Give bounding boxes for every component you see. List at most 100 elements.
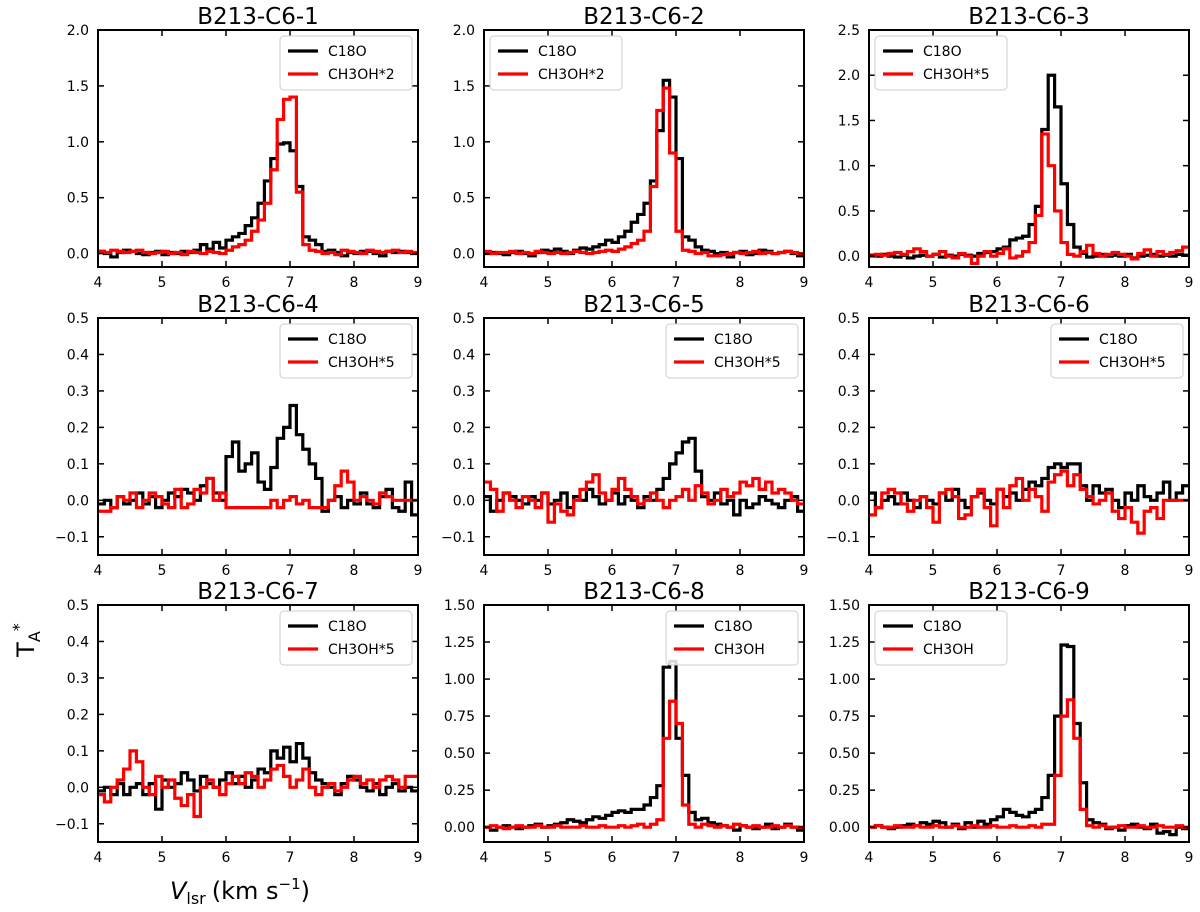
legend-label: CH3OH*5 xyxy=(923,67,990,83)
y-tick-label: 0.75 xyxy=(829,709,860,725)
y-tick-label: 0.5 xyxy=(453,191,475,207)
x-tick-label: 6 xyxy=(222,850,231,866)
y-tick-label: 0.2 xyxy=(67,707,89,723)
x-tick-label: 4 xyxy=(865,563,874,579)
x-tick-label: 9 xyxy=(414,275,423,291)
y-tick-label: 0.0 xyxy=(838,493,860,509)
x-tick-label: 6 xyxy=(993,850,1002,866)
y-tick-label: 0.3 xyxy=(67,671,89,687)
panel-3: B213-C6-3 4 5 6 7 8 9 0.0 0.5 1.0 1.5 2.0 2.5 C18O CH3… xyxy=(838,4,1194,291)
x-axis-label: Vlsr (km s−1) xyxy=(170,875,310,908)
x-tick-label: 7 xyxy=(1057,563,1066,579)
panel-6: B213-C6-6 4 5 6 7 8 9 −0.1 0.0 0.1 0.2 0.3 0.4 0.5 C18… xyxy=(826,292,1193,579)
x-axis-label-sub: lsr xyxy=(186,889,206,908)
plot-frame xyxy=(483,317,805,556)
x-tick-label: 7 xyxy=(286,563,295,579)
y-tick-label: 2.0 xyxy=(838,68,860,84)
legend-label: C18O xyxy=(328,44,367,60)
x-tick-label: 6 xyxy=(608,563,617,579)
legend-label: C18O xyxy=(538,44,577,60)
legend-label: C18O xyxy=(328,619,367,635)
x-tick-label: 9 xyxy=(414,563,423,579)
x-tick-label: 8 xyxy=(736,850,745,866)
x-tick-label: 8 xyxy=(1121,275,1130,291)
x-tick-label: 5 xyxy=(158,563,167,579)
x-tick-label: 4 xyxy=(480,850,489,866)
x-tick-label: 4 xyxy=(480,563,489,579)
x-tick-label: 8 xyxy=(736,275,745,291)
y-tick-label: 1.00 xyxy=(444,672,475,688)
y-tick-label: 0.25 xyxy=(829,783,860,799)
y-tick-label: 0.1 xyxy=(453,457,475,473)
legend-label: C18O xyxy=(1099,332,1138,348)
y-axis-label-sup: * xyxy=(9,623,28,631)
series-line-ch3oh-5 xyxy=(869,469,1189,535)
series-line-ch3oh-5 xyxy=(869,132,1189,265)
series-line-c18o xyxy=(98,141,418,259)
x-tick-label: 6 xyxy=(993,275,1002,291)
y-tick-label: 1.00 xyxy=(829,672,860,688)
y-tick-label: 0.4 xyxy=(453,347,475,363)
plot-frame xyxy=(97,317,419,556)
series-line-ch3oh-5 xyxy=(98,749,418,819)
legend-label: CH3OH*5 xyxy=(328,355,395,371)
x-tick-label: 5 xyxy=(158,850,167,866)
y-tick-label: −0.1 xyxy=(55,817,89,833)
x-tick-label: 8 xyxy=(1121,850,1130,866)
y-tick-label: 0.5 xyxy=(67,311,89,327)
x-tick-label: 7 xyxy=(1057,275,1066,291)
y-tick-label: 0.2 xyxy=(453,420,475,436)
legend-label: CH3OH xyxy=(923,642,974,658)
x-tick-label: 9 xyxy=(1185,275,1194,291)
y-tick-label: −0.1 xyxy=(441,530,475,546)
y-tick-label: 0.00 xyxy=(444,820,475,836)
y-axis-label-sub: A xyxy=(25,631,44,642)
y-tick-label: 0.2 xyxy=(838,420,860,436)
y-tick-label: 2.0 xyxy=(453,23,475,39)
y-tick-label: 0.0 xyxy=(838,249,860,265)
panel-5: B213-C6-5 4 5 6 7 8 9 −0.1 0.0 0.1 0.2 0.3 0.4 0.5 C18… xyxy=(441,292,808,579)
plot-frame xyxy=(868,29,1190,268)
series-line-ch3oh-5 xyxy=(484,473,804,524)
x-tick-label: 8 xyxy=(736,563,745,579)
y-tick-label: 0.0 xyxy=(453,493,475,509)
y-tick-label: 0.3 xyxy=(453,384,475,400)
y-tick-label: 0.5 xyxy=(838,204,860,220)
y-tick-label: 0.5 xyxy=(453,311,475,327)
y-tick-label: 1.5 xyxy=(67,79,89,95)
x-tick-label: 8 xyxy=(350,275,359,291)
y-tick-label: 0.2 xyxy=(67,420,89,436)
legend-label: C18O xyxy=(714,619,753,635)
y-tick-label: 0.5 xyxy=(67,191,89,207)
y-axis-label-main: T xyxy=(12,642,40,658)
y-tick-label: 2.5 xyxy=(838,23,860,39)
legend-label: CH3OH*2 xyxy=(538,67,605,83)
y-tick-label: 0.1 xyxy=(838,457,860,473)
panel-title: B213-C6-7 xyxy=(197,579,319,605)
x-tick-label: 4 xyxy=(94,850,103,866)
series-line-c18o xyxy=(484,659,804,832)
x-tick-label: 7 xyxy=(286,275,295,291)
y-tick-label: −0.1 xyxy=(826,530,860,546)
y-tick-label: 1.50 xyxy=(444,598,475,614)
plot-frame xyxy=(97,604,419,843)
y-tick-label: 0.00 xyxy=(829,820,860,836)
series-line-ch3oh-2 xyxy=(98,95,418,257)
x-tick-label: 5 xyxy=(929,563,938,579)
x-tick-label: 7 xyxy=(672,275,681,291)
y-tick-label: 0.4 xyxy=(67,634,89,650)
panel-4: B213-C6-4 4 5 6 7 8 9 −0.1 0.0 0.1 0.2 0.3 0.4 0.5 C18… xyxy=(55,292,422,579)
legend-label: CH3OH*5 xyxy=(1099,355,1166,371)
y-tick-label: 0.5 xyxy=(838,311,860,327)
series-line-ch3oh-5 xyxy=(98,469,418,513)
legend-label: CH3OH*5 xyxy=(328,642,395,658)
y-tick-label: 1.0 xyxy=(453,135,475,151)
panel-title: B213-C6-8 xyxy=(583,579,705,605)
y-tick-label: 0.0 xyxy=(67,247,89,263)
panel-title: B213-C6-2 xyxy=(583,4,705,30)
x-axis-label-units-sup: −1 xyxy=(279,875,301,893)
panel-7: B213-C6-7 4 5 6 7 8 9 −0.1 0.0 0.1 0.2 0.3 0.4 0.5 C18… xyxy=(55,579,422,866)
y-tick-label: 1.5 xyxy=(838,113,860,129)
panel-title: B213-C6-4 xyxy=(197,292,319,318)
x-tick-label: 4 xyxy=(480,275,489,291)
